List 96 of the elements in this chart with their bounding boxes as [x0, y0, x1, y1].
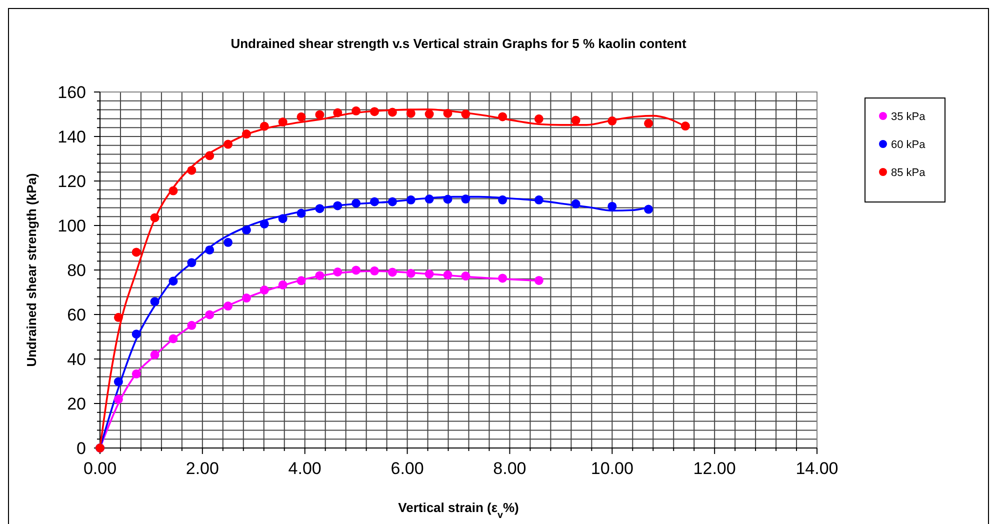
point	[296, 276, 306, 286]
x-tick-label: 4.00	[288, 459, 322, 478]
point	[278, 118, 288, 127]
point	[333, 268, 342, 277]
point	[352, 266, 361, 275]
point	[352, 198, 361, 208]
point	[315, 204, 324, 214]
point	[205, 310, 214, 320]
point	[260, 122, 269, 131]
y-tick-label: 100	[58, 216, 86, 236]
point	[406, 108, 416, 118]
point	[406, 195, 416, 204]
point	[187, 258, 196, 268]
point	[260, 286, 269, 295]
point	[168, 276, 178, 286]
point	[150, 297, 160, 306]
point	[132, 369, 141, 378]
point	[224, 238, 233, 247]
point	[260, 219, 269, 228]
point	[242, 225, 251, 234]
point	[296, 112, 306, 122]
legend-label: 35 kPa	[891, 111, 926, 123]
y-tick-label: 160	[58, 83, 86, 102]
point	[461, 110, 470, 119]
point	[150, 213, 160, 222]
point	[114, 312, 123, 322]
x-tick-label: 10.00	[590, 459, 634, 478]
point	[534, 114, 544, 124]
point	[644, 118, 654, 128]
y-tick-label: 20	[67, 394, 86, 414]
point	[498, 112, 508, 122]
point	[443, 270, 452, 280]
point	[406, 268, 416, 278]
y-tick-label: 80	[67, 261, 86, 280]
y-tick-label: 40	[67, 350, 86, 369]
point	[370, 107, 380, 116]
point	[278, 214, 288, 224]
point	[114, 394, 123, 404]
point	[187, 320, 196, 330]
point	[370, 266, 380, 276]
point	[461, 272, 470, 281]
point	[242, 130, 251, 139]
point	[424, 194, 434, 204]
point	[443, 194, 452, 204]
point	[224, 140, 233, 149]
point	[608, 116, 617, 126]
y-tick-label: 0	[76, 439, 86, 458]
x-tick-label: 0.00	[83, 459, 117, 478]
point	[498, 195, 508, 204]
x-tick-label: 14.00	[796, 459, 838, 478]
y-tick-label: 140	[58, 128, 86, 146]
point	[168, 334, 178, 344]
x-tick-label: 2.00	[186, 459, 219, 478]
point	[424, 270, 434, 279]
legend-label: 85 kPa	[891, 167, 926, 179]
point	[534, 195, 544, 204]
point	[296, 208, 306, 218]
point	[680, 122, 690, 131]
y-tick-label: 120	[58, 172, 86, 191]
point	[608, 202, 617, 211]
point	[571, 199, 580, 208]
legend-label: 60 kPa	[891, 139, 926, 151]
x-axis-title: Vertical strain (ε$_{v}$%)	[398, 500, 519, 520]
point	[370, 197, 380, 206]
point	[333, 201, 342, 210]
x-tick-label: 12.00	[693, 459, 736, 478]
point	[333, 108, 342, 118]
point	[534, 276, 544, 285]
y-tick-label: 60	[67, 306, 86, 324]
x-tick-label: 8.00	[493, 459, 526, 478]
point	[242, 294, 251, 303]
point	[498, 274, 508, 283]
point	[168, 186, 178, 196]
point	[315, 271, 324, 280]
point	[644, 204, 654, 214]
x-tick-label: 6.00	[390, 459, 424, 478]
point	[132, 330, 141, 339]
point	[114, 377, 123, 386]
point	[187, 166, 196, 175]
point	[352, 106, 361, 116]
point	[278, 280, 288, 290]
point	[388, 108, 397, 117]
point	[443, 108, 452, 118]
y-axis-title: Undrained shear strength (kPa)	[24, 173, 39, 367]
point	[205, 151, 214, 160]
point	[132, 248, 141, 257]
point	[205, 245, 214, 254]
point	[388, 197, 397, 206]
chart-title: Undrained shear strength v.s Vertical strain Graphs for 5 % kaolin content	[230, 36, 687, 51]
point	[388, 268, 397, 277]
point	[571, 116, 580, 125]
point	[461, 194, 470, 204]
point	[424, 110, 434, 119]
point	[150, 350, 160, 360]
point	[224, 302, 233, 311]
point	[315, 110, 324, 120]
